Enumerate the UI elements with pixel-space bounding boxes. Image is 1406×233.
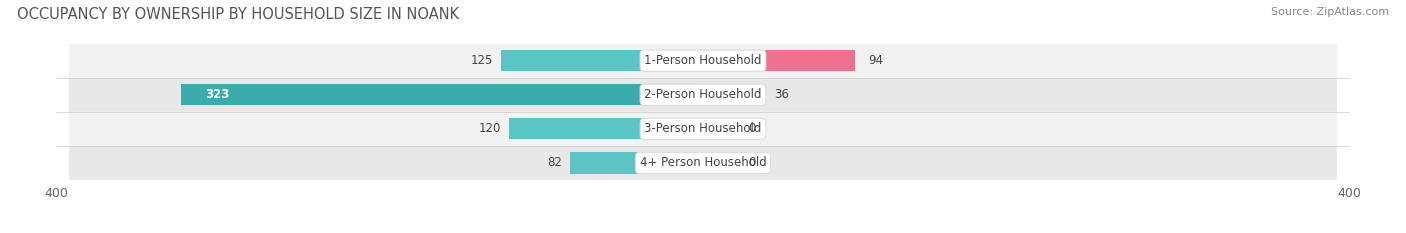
Text: Source: ZipAtlas.com: Source: ZipAtlas.com xyxy=(1271,7,1389,17)
Text: 1-Person Household: 1-Person Household xyxy=(644,54,762,67)
Text: 82: 82 xyxy=(547,157,562,169)
Text: 323: 323 xyxy=(205,88,229,101)
Text: 3-Person Household: 3-Person Household xyxy=(644,122,762,135)
Bar xyxy=(703,84,761,105)
Bar xyxy=(703,118,735,140)
Bar xyxy=(571,152,703,174)
Text: 120: 120 xyxy=(478,122,501,135)
FancyBboxPatch shape xyxy=(69,44,1337,78)
Text: 2-Person Household: 2-Person Household xyxy=(644,88,762,101)
Text: 94: 94 xyxy=(868,54,883,67)
Text: 125: 125 xyxy=(471,54,494,67)
Text: 0: 0 xyxy=(748,157,755,169)
Bar xyxy=(703,152,735,174)
Bar xyxy=(501,50,703,71)
FancyBboxPatch shape xyxy=(69,112,1337,146)
Text: 0: 0 xyxy=(748,122,755,135)
Bar xyxy=(181,84,703,105)
Text: OCCUPANCY BY OWNERSHIP BY HOUSEHOLD SIZE IN NOANK: OCCUPANCY BY OWNERSHIP BY HOUSEHOLD SIZE… xyxy=(17,7,458,22)
Bar xyxy=(703,50,855,71)
Text: 4+ Person Household: 4+ Person Household xyxy=(640,157,766,169)
FancyBboxPatch shape xyxy=(69,78,1337,112)
Bar xyxy=(509,118,703,140)
Text: 36: 36 xyxy=(775,88,789,101)
FancyBboxPatch shape xyxy=(69,146,1337,180)
